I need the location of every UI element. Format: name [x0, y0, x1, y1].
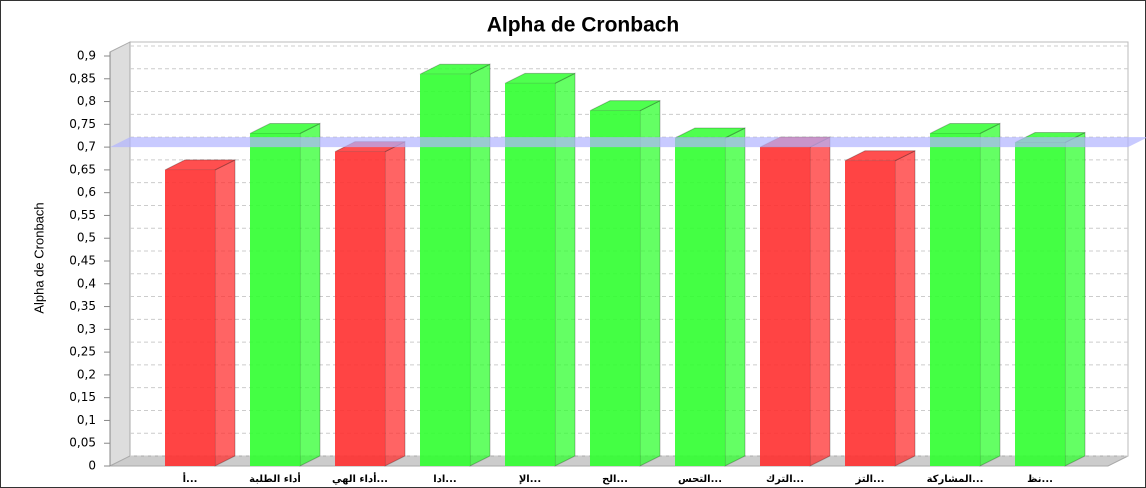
- y-tick-label: 0: [88, 459, 96, 473]
- bar: [675, 138, 725, 466]
- chart-title: Alpha de Cronbach: [487, 14, 680, 37]
- bar-side: [469, 63, 491, 467]
- x-tick-label: نظ...: [1027, 474, 1053, 485]
- y-tick-label: 0,75: [69, 117, 96, 131]
- y-tick-label: 0,8: [77, 94, 96, 108]
- bar-side: [299, 122, 321, 467]
- y-tick-label: 0,4: [77, 276, 96, 290]
- bar: [845, 160, 895, 466]
- bar-side: [724, 127, 746, 467]
- bar-side: [554, 72, 576, 467]
- bar-side: [894, 149, 916, 467]
- bar: [760, 147, 810, 466]
- y-tick-label: 0,9: [77, 49, 96, 63]
- y-tick-label: 0,6: [77, 185, 96, 199]
- bar-side: [1064, 131, 1086, 467]
- y-tick-label: 0,25: [69, 345, 96, 359]
- y-tick-label: 0,3: [77, 322, 96, 336]
- x-tick-label: المشاركة...: [927, 474, 984, 485]
- bar-side: [639, 99, 661, 467]
- side-wall: [109, 41, 131, 467]
- y-tick-label: 0,15: [69, 390, 96, 404]
- x-tick-label: التحس...: [678, 474, 722, 485]
- x-tick-label: ادا...: [433, 474, 456, 485]
- x-tick-label: أداء الطلبة: [249, 472, 301, 485]
- y-tick-label: 0,65: [69, 162, 96, 176]
- bar: [590, 110, 640, 467]
- y-tick-label: 0,35: [69, 299, 96, 313]
- y-tick-label: 0,05: [69, 436, 96, 450]
- bar-side: [214, 159, 236, 467]
- y-tick-label: 0,2: [77, 367, 96, 381]
- x-tick-label: أ...: [183, 472, 198, 485]
- x-tick-label: التز...: [855, 474, 885, 485]
- x-tick-label: الترك...: [766, 474, 804, 485]
- x-tick-label: الح...: [602, 474, 628, 485]
- bar: [250, 133, 300, 466]
- bar: [930, 133, 980, 466]
- y-tick-label: 0,55: [69, 208, 96, 222]
- bar: [165, 169, 215, 466]
- x-tick-label: الإ...: [519, 474, 541, 485]
- y-tick-label: 0,7: [77, 140, 96, 154]
- bar-side: [384, 140, 406, 467]
- y-axis-label: Alpha de Cronbach: [31, 202, 46, 313]
- bar-side: [809, 136, 831, 467]
- x-tick-label: أداء الهي...: [332, 472, 388, 485]
- y-tick-label: 0,45: [69, 254, 96, 268]
- threshold-band: [110, 137, 1146, 148]
- bar-side: [979, 122, 1001, 467]
- y-tick-label: 0,1: [77, 413, 96, 427]
- bar: [335, 151, 385, 466]
- bar: [420, 74, 470, 466]
- bar: [1015, 142, 1065, 467]
- y-tick-label: 0,5: [77, 231, 96, 245]
- y-tick-label: 0,85: [69, 71, 96, 85]
